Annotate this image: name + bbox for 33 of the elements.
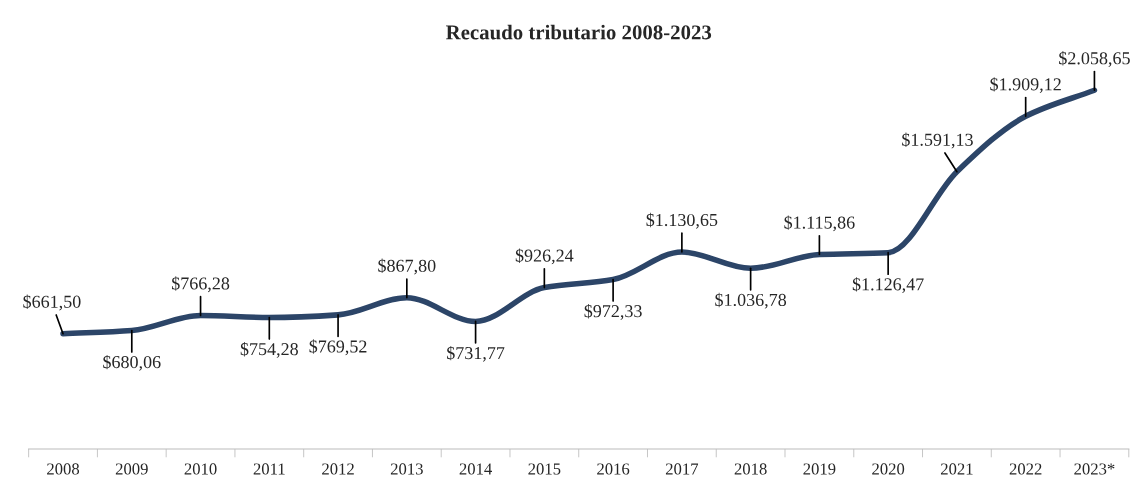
data-label: $972,33 xyxy=(584,303,642,320)
data-label: $2.058,65 xyxy=(1059,51,1130,67)
data-label: $680,06 xyxy=(103,354,161,371)
x-tick-label: 2008 xyxy=(47,463,80,475)
x-tick-label: 2009 xyxy=(115,463,148,475)
data-label: $867,80 xyxy=(378,258,436,275)
x-tick-label: 2012 xyxy=(322,463,354,475)
data-label: $1.126,47 xyxy=(852,277,924,293)
data-label: $1.115,86 xyxy=(784,215,855,232)
data-label: $1.909,12 xyxy=(990,77,1061,94)
x-tick-label: 2010 xyxy=(184,463,217,475)
data-label: $661,50 xyxy=(23,294,81,311)
data-label: $926,24 xyxy=(515,248,574,265)
data-label: $1.591,13 xyxy=(902,132,973,149)
x-tick-label: 2022 xyxy=(1009,463,1042,475)
x-tick-label: 2021 xyxy=(940,463,973,475)
x-tick-label: 2018 xyxy=(734,463,767,475)
x-tick-label: 2013 xyxy=(390,463,423,475)
x-tick-label: 2019 xyxy=(803,463,836,475)
data-label: $1.130,65 xyxy=(646,212,718,229)
data-label: $769,52 xyxy=(309,339,367,356)
x-tick-label: 2020 xyxy=(872,463,905,475)
data-label: $731,77 xyxy=(447,345,505,362)
x-tick-label: 2011 xyxy=(253,463,285,475)
x-tick-label: 2014 xyxy=(459,463,492,475)
data-label: $766,28 xyxy=(171,276,230,293)
chart-title: Recaudo tributario 2008-2023 xyxy=(445,24,712,40)
x-tick-label: 2023* xyxy=(1074,463,1115,475)
x-tick-label: 2016 xyxy=(597,463,630,475)
x-tick-label: 2017 xyxy=(665,463,699,475)
x-tick-label: 2015 xyxy=(528,463,561,475)
data-label: $754,28 xyxy=(240,341,298,358)
data-label: $1.036,78 xyxy=(715,292,787,309)
